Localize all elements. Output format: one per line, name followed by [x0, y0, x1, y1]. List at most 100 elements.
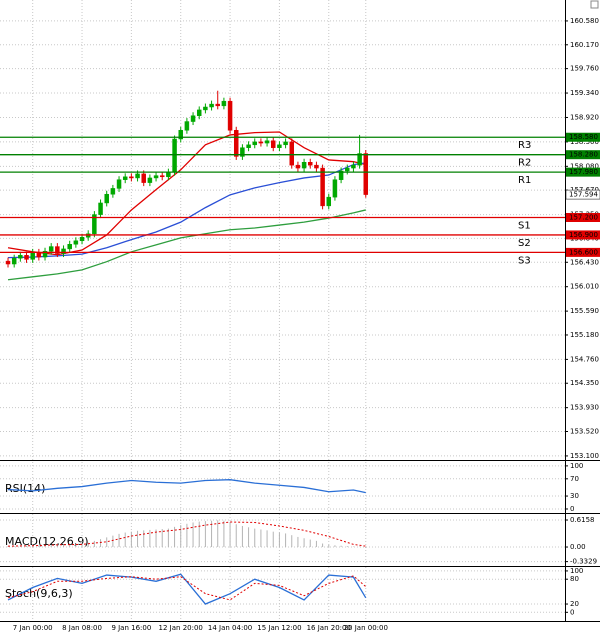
candle-body [215, 103, 220, 107]
level-tag [566, 230, 600, 240]
candle-body [196, 109, 202, 116]
candle-body [227, 100, 233, 131]
y-tick-label: -0.3329 [570, 558, 597, 566]
y-tick-label: 100 [570, 462, 583, 470]
bar [38, 545, 40, 548]
x-tick-label: 15 Jan 12:00 [257, 624, 301, 632]
bar [346, 546, 348, 548]
y-tick-label: 158.080 [570, 162, 599, 170]
level-tag [566, 167, 600, 177]
candle-body [178, 130, 183, 140]
bar [106, 537, 108, 548]
bar [278, 532, 280, 548]
bar [223, 520, 225, 548]
bar [322, 543, 324, 548]
bar [69, 544, 71, 548]
candle-body [233, 130, 239, 157]
level-name: S2 [518, 238, 531, 249]
bar [272, 531, 274, 548]
bar [340, 545, 342, 548]
candle-body [264, 140, 270, 144]
bar [155, 529, 157, 548]
candle-body [104, 193, 109, 204]
candle-body [153, 175, 159, 179]
bar [198, 521, 200, 548]
candle-body [246, 144, 251, 148]
candle-body [147, 177, 153, 183]
bar [180, 525, 182, 548]
bar [248, 527, 250, 548]
bar [143, 530, 145, 548]
level-tag-label: 156.600 [569, 248, 598, 256]
candle-body [122, 176, 128, 180]
bar [334, 545, 336, 548]
candle-body [301, 162, 307, 169]
y-tick-label: 0 [570, 505, 574, 513]
line-series [8, 521, 366, 547]
y-tick-label: 156.430 [570, 258, 599, 266]
level-tag-label: 158.280 [569, 151, 598, 159]
level-tag [566, 212, 600, 222]
y-tick-label: 30 [570, 492, 579, 500]
bar [149, 529, 151, 548]
y-tick-label: 158.500 [570, 138, 599, 146]
bar [365, 547, 367, 548]
candle-body [67, 243, 72, 250]
candle-body [190, 115, 196, 122]
bar [13, 546, 15, 548]
y-tick-label: 154.760 [570, 355, 599, 363]
level-tag [566, 247, 600, 257]
candle-body [11, 257, 17, 265]
candle-body [351, 164, 356, 169]
bar [124, 532, 126, 548]
y-tick-label: 154.350 [570, 379, 599, 387]
candle-body [61, 248, 66, 254]
bar [7, 546, 9, 548]
candle-body [36, 252, 42, 258]
candle-body [326, 196, 332, 207]
bar [328, 544, 330, 548]
bar [260, 529, 262, 548]
bar [63, 544, 65, 548]
bar [56, 544, 58, 548]
candle-body [92, 214, 97, 235]
price-tag-label: 157.594 [569, 191, 598, 199]
candle-body [30, 252, 35, 260]
window-icon[interactable] [590, 0, 599, 9]
candle-body [110, 188, 116, 195]
bar [241, 525, 243, 548]
candle-body [314, 164, 319, 169]
bar [192, 522, 194, 548]
level-tag-label: 157.980 [569, 168, 598, 176]
candle-body [332, 179, 338, 198]
level-tag [566, 150, 600, 160]
candle-body [240, 147, 245, 157]
y-tick-label: 160.170 [570, 41, 599, 49]
line-series [7, 479, 366, 494]
y-tick-label: 20 [570, 600, 579, 608]
candle-body [116, 179, 122, 189]
level-name: S1 [518, 220, 531, 231]
candle-body [308, 162, 313, 166]
candle-body [184, 121, 190, 131]
candle-body [98, 202, 103, 215]
candle-body [79, 237, 85, 242]
bar [235, 524, 237, 548]
candle-body [73, 240, 79, 245]
level-tag-label: 156.900 [569, 231, 598, 239]
candle-body [277, 144, 282, 148]
bar [44, 544, 46, 548]
y-tick-label: 155.590 [570, 307, 599, 315]
y-tick-label: 160.580 [570, 17, 599, 25]
y-tick-label: 159.760 [570, 65, 599, 73]
candle-body [5, 260, 11, 265]
line-series [8, 162, 366, 259]
bar [217, 520, 219, 548]
bar [315, 540, 317, 548]
candle-body [258, 141, 264, 144]
y-tick-label: 155.180 [570, 331, 599, 339]
price-tag [565, 189, 600, 200]
bar [266, 530, 268, 548]
candle-body [209, 103, 214, 108]
